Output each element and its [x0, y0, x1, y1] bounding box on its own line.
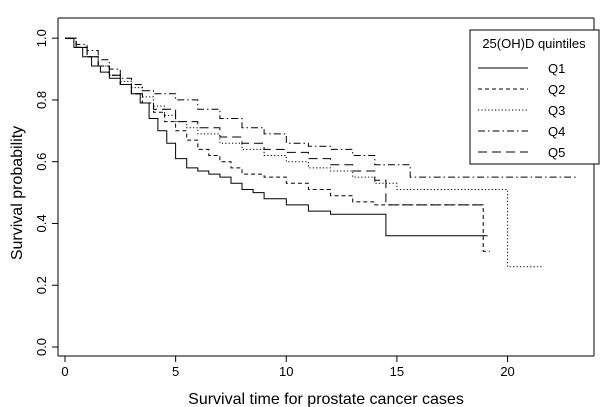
legend-title: 25(OH)D quintiles	[482, 36, 586, 51]
series-line-q4	[65, 37, 579, 178]
y-tick-label: 1.0	[34, 29, 49, 47]
y-tick-label: 0.0	[34, 338, 49, 356]
legend-box	[469, 29, 600, 165]
x-tick-label: 15	[390, 364, 404, 379]
legend: 25(OH)D quintiles Q1 Q2 Q3 Q4 Q5	[469, 29, 600, 165]
legend-label-q5: Q5	[548, 145, 565, 160]
y-tick-label: 0.4	[34, 214, 49, 232]
legend-label-q4: Q4	[548, 124, 565, 139]
y-axis-label: Survival probability	[9, 126, 26, 260]
x-tick-label: 0	[61, 364, 68, 379]
x-tick-label: 20	[500, 364, 514, 379]
x-tick-label: 10	[279, 364, 293, 379]
series-line-q2	[65, 37, 490, 252]
y-tick-label: 0.6	[34, 153, 49, 171]
legend-label-q1: Q1	[548, 61, 565, 76]
legend-label-q3: Q3	[548, 103, 565, 118]
x-tick-label: 5	[172, 364, 179, 379]
series-line-q1	[65, 37, 488, 237]
y-tick-label: 0.2	[34, 276, 49, 294]
series-line-q5	[65, 37, 486, 206]
ticks-group: 0 5 10 15 20 0.0 0.2 0.4 0.6 0.8 1.0	[34, 29, 515, 379]
legend-items: Q1 Q2 Q3 Q4 Q5	[478, 61, 565, 160]
legend-label-q2: Q2	[548, 82, 565, 97]
x-axis-label: Survival time for prostate cancer cases	[188, 391, 464, 407]
series-group	[65, 37, 579, 268]
y-tick-label: 0.8	[34, 91, 49, 109]
